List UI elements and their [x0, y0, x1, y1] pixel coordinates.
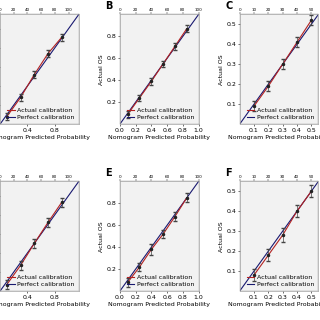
X-axis label: Nomogram Predicted Probability: Nomogram Predicted Probability	[228, 302, 320, 307]
Legend: Actual calibration, Perfect calibration: Actual calibration, Perfect calibration	[245, 107, 315, 121]
Text: B: B	[106, 1, 113, 11]
X-axis label: Nomogram Predicted Probability: Nomogram Predicted Probability	[0, 135, 91, 140]
Text: F: F	[225, 168, 232, 178]
Text: C: C	[225, 1, 233, 11]
Legend: Actual calibration, Perfect calibration: Actual calibration, Perfect calibration	[126, 107, 196, 121]
X-axis label: Nomogram Predicted Probability: Nomogram Predicted Probability	[0, 302, 91, 307]
Y-axis label: Actual OS: Actual OS	[219, 54, 224, 84]
X-axis label: Nomogram Predicted Probability: Nomogram Predicted Probability	[108, 135, 210, 140]
Legend: Actual calibration, Perfect calibration: Actual calibration, Perfect calibration	[6, 274, 76, 288]
Text: E: E	[106, 168, 112, 178]
Y-axis label: Actual OS: Actual OS	[219, 221, 224, 252]
Legend: Actual calibration, Perfect calibration: Actual calibration, Perfect calibration	[126, 274, 196, 288]
Y-axis label: Actual OS: Actual OS	[100, 54, 104, 84]
Legend: Actual calibration, Perfect calibration: Actual calibration, Perfect calibration	[245, 274, 315, 288]
Legend: Actual calibration, Perfect calibration: Actual calibration, Perfect calibration	[6, 107, 76, 121]
X-axis label: Nomogram Predicted Probability: Nomogram Predicted Probability	[228, 135, 320, 140]
X-axis label: Nomogram Predicted Probability: Nomogram Predicted Probability	[108, 302, 210, 307]
Y-axis label: Actual OS: Actual OS	[100, 221, 104, 252]
